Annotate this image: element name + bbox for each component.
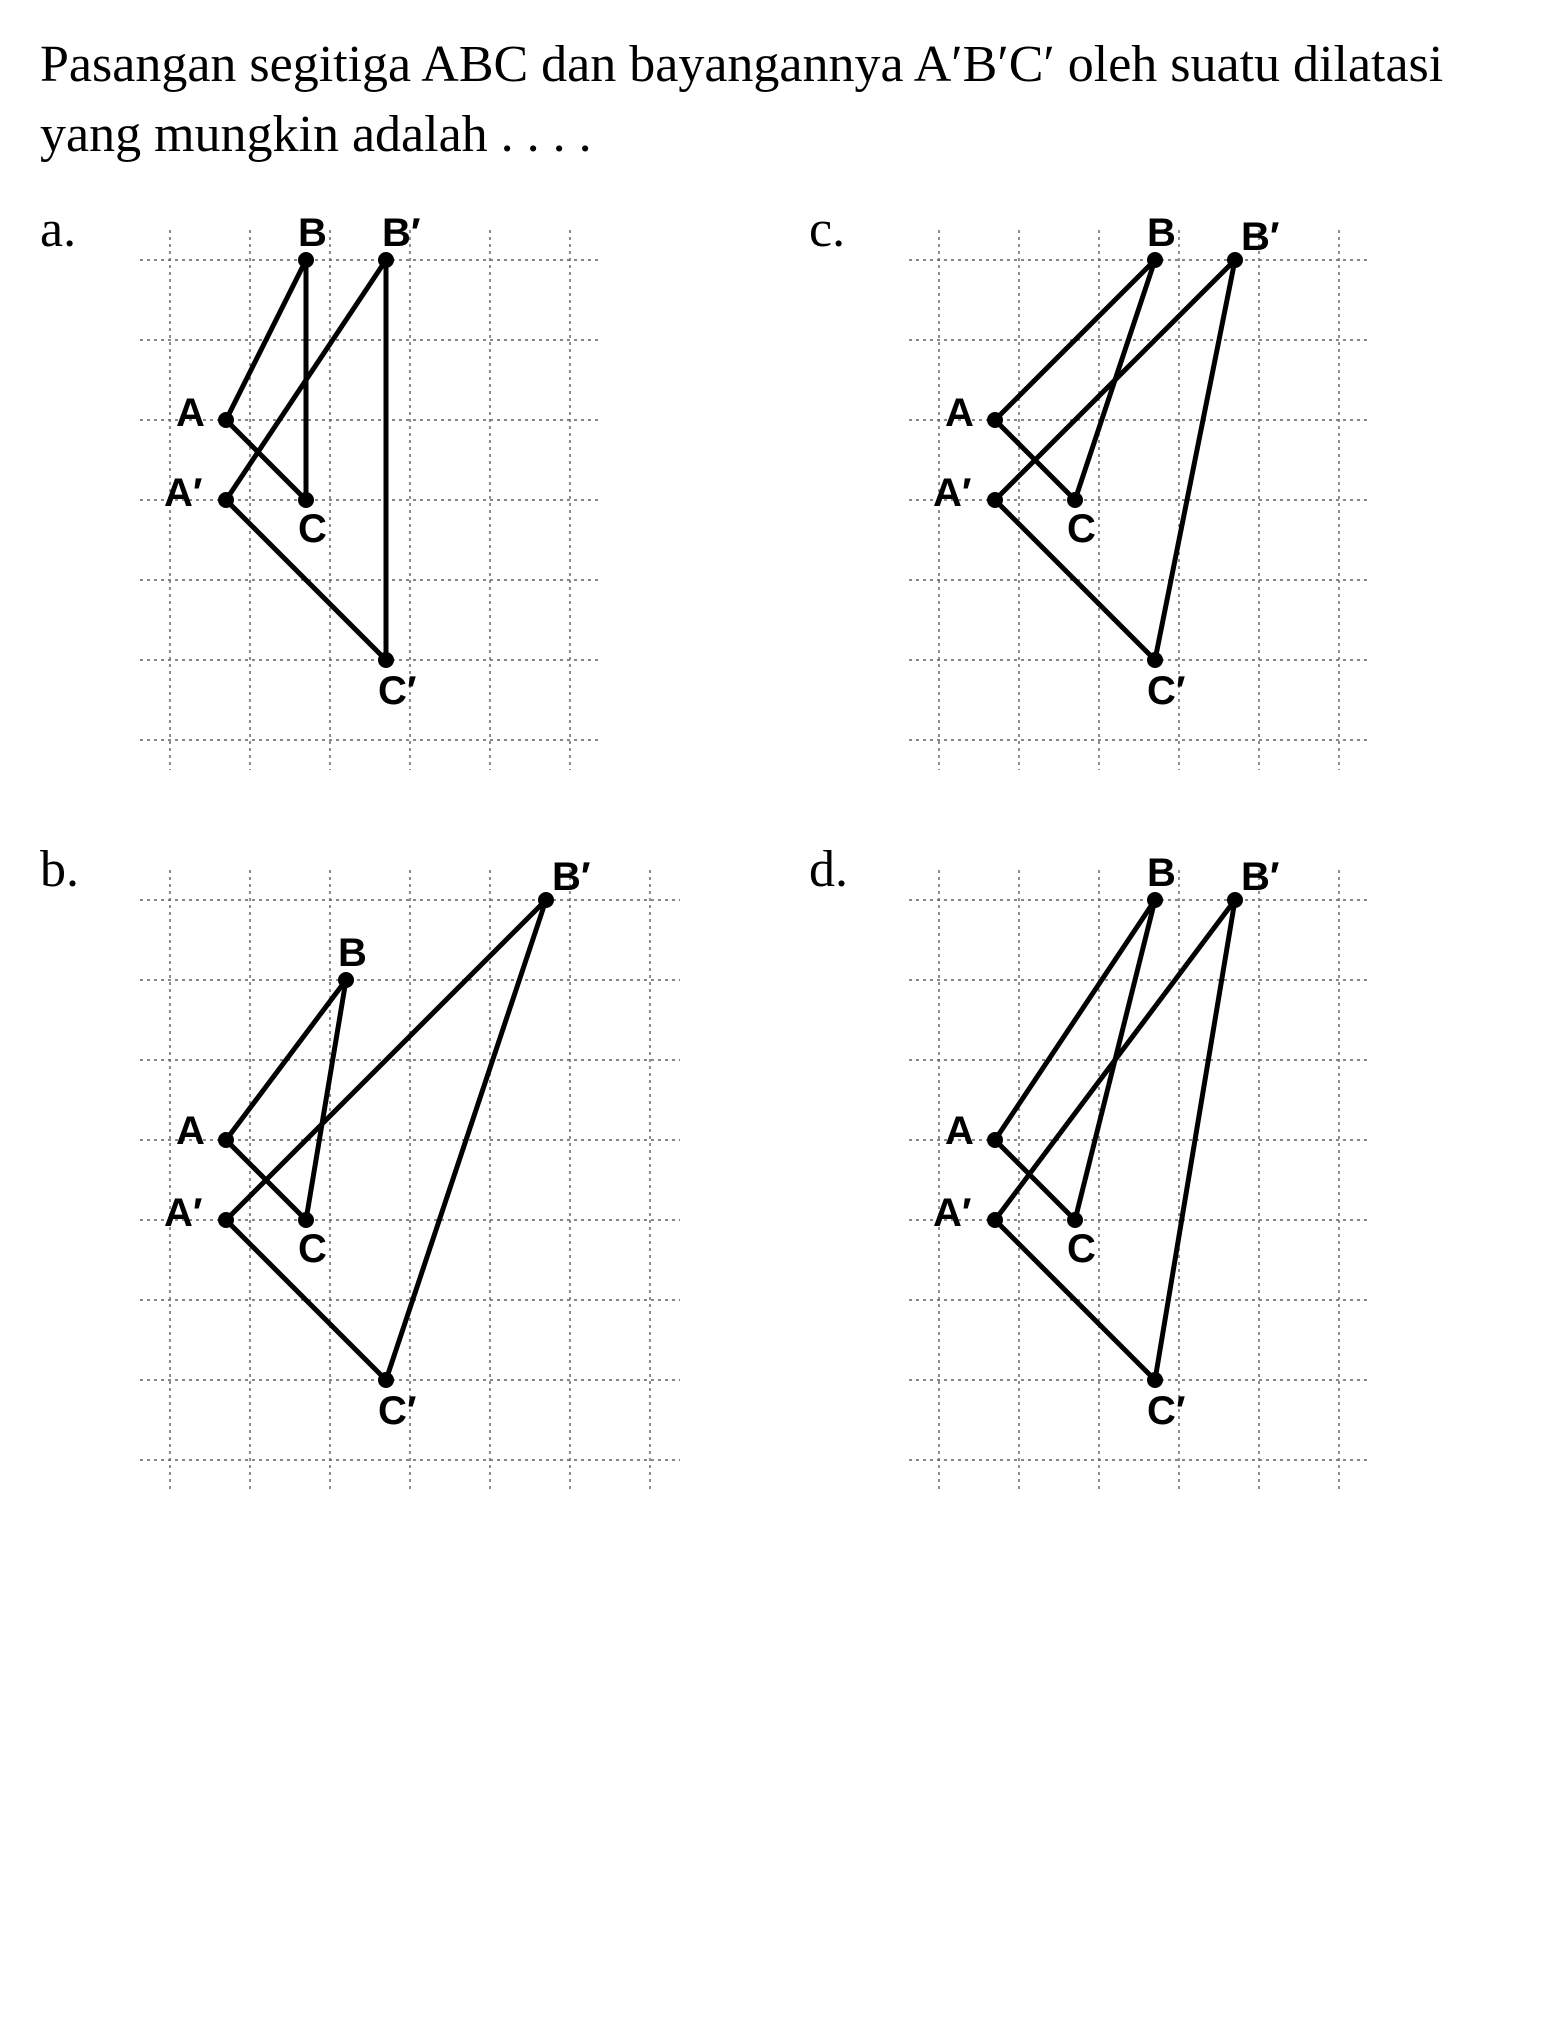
svg-text:A′: A′ — [933, 1191, 971, 1235]
svg-text:B: B — [1147, 851, 1176, 895]
svg-text:A′: A′ — [164, 1191, 202, 1235]
svg-text:C′: C′ — [378, 1389, 416, 1433]
svg-text:C: C — [1067, 1227, 1096, 1271]
svg-text:B′: B′ — [382, 211, 420, 255]
svg-text:A′: A′ — [933, 471, 971, 515]
svg-text:B′: B′ — [1241, 215, 1279, 259]
svg-c: A B C A′ B′ C′ — [879, 200, 1399, 800]
option-label-a: a. — [40, 200, 90, 259]
svg-a: A B C A′ B′ C′ — [110, 200, 630, 800]
svg-text:A: A — [176, 1109, 205, 1153]
svg-text:C: C — [298, 507, 327, 551]
options-grid: a. A B C A′ B′ C′ c. A B C A′ B′ C′ b. A B C A′ B′ C′ d… — [40, 200, 1518, 1520]
svg-text:C: C — [298, 1227, 327, 1271]
option-label-b: b. — [40, 840, 90, 899]
option-a: a. A B C A′ B′ C′ — [40, 200, 749, 800]
svg-text:B: B — [1147, 211, 1176, 255]
diagram-a: A B C A′ B′ C′ — [110, 200, 749, 800]
svg-text:A: A — [176, 391, 205, 435]
svg-text:B: B — [298, 211, 327, 255]
svg-text:A′: A′ — [164, 471, 202, 515]
svg-text:C: C — [1067, 507, 1096, 551]
option-label-d: d. — [809, 840, 859, 899]
svg-text:C′: C′ — [1147, 669, 1185, 713]
option-c: c. A B C A′ B′ C′ — [809, 200, 1518, 800]
diagram-c: A B C A′ B′ C′ — [879, 200, 1518, 800]
svg-text:A: A — [945, 391, 974, 435]
svg-text:A: A — [945, 1109, 974, 1153]
svg-text:C′: C′ — [378, 669, 416, 713]
svg-text:B′: B′ — [552, 855, 590, 899]
svg-text:C′: C′ — [1147, 1389, 1185, 1433]
diagram-b: A B C A′ B′ C′ — [110, 840, 749, 1520]
option-b: b. A B C A′ B′ C′ — [40, 840, 749, 1520]
option-label-c: c. — [809, 200, 859, 259]
svg-d: A B C A′ B′ C′ — [879, 840, 1399, 1520]
option-d: d. A B C A′ B′ C′ — [809, 840, 1518, 1520]
svg-text:B: B — [338, 931, 367, 975]
question-text: Pasangan segitiga ABC dan bayangannya A′… — [40, 30, 1518, 170]
svg-text:B′: B′ — [1241, 855, 1279, 899]
diagram-d: A B C A′ B′ C′ — [879, 840, 1518, 1520]
svg-b: A B C A′ B′ C′ — [110, 840, 710, 1520]
